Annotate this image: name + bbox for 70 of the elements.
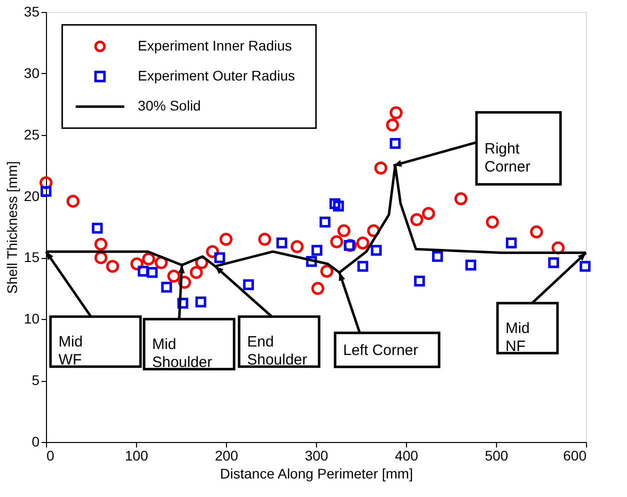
- point: [329, 198, 340, 210]
- legend-label: Experiment Outer Radius: [138, 68, 295, 84]
- annotation: Mid NF: [506, 320, 530, 356]
- x-tick-label: 300: [304, 448, 328, 464]
- point: [330, 235, 344, 248]
- point: [276, 238, 288, 248]
- y-tick-label: 20: [24, 188, 40, 204]
- y-tick-label: 15: [24, 249, 40, 266]
- point: [356, 236, 370, 250]
- point: [40, 186, 52, 197]
- point: [530, 225, 543, 238]
- point: [580, 260, 591, 272]
- annotation: Right Corner: [484, 140, 530, 176]
- point: [138, 266, 149, 277]
- point: [190, 266, 203, 279]
- point: [333, 200, 344, 212]
- annotation: Mid WF: [58, 334, 83, 369]
- point: [220, 232, 232, 246]
- point: [161, 282, 172, 293]
- point: [486, 216, 499, 229]
- point: [386, 118, 399, 132]
- point: [243, 279, 254, 290]
- point: [548, 257, 560, 268]
- annotation: Left Corner: [343, 342, 418, 359]
- point: [374, 162, 388, 175]
- point: [390, 138, 401, 149]
- point: [92, 222, 103, 234]
- x-tick-label: 600: [563, 448, 587, 464]
- y-tick-label: 5: [32, 372, 40, 388]
- point: [106, 260, 120, 273]
- point: [410, 213, 424, 226]
- x-tick-label: 400: [394, 448, 418, 464]
- point: [167, 270, 180, 283]
- point: [290, 240, 304, 254]
- y-tick-label: 0: [32, 434, 40, 450]
- point: [390, 106, 403, 120]
- point: [142, 252, 156, 266]
- x-tick-label: 0: [46, 448, 54, 464]
- y-tick-label: 10: [24, 310, 40, 327]
- point: [320, 264, 334, 278]
- y-tick-label: 30: [24, 64, 40, 81]
- point: [454, 192, 468, 206]
- annotation: End Shoulder: [247, 334, 308, 369]
- x-axis-title: Distance Along Perimeter [mm]: [220, 466, 413, 482]
- x-tick-label: 200: [214, 448, 238, 464]
- annotation: Mid Shoulder: [152, 336, 212, 372]
- point: [432, 251, 443, 262]
- x-tick-label: 100: [124, 448, 148, 464]
- point: [506, 238, 517, 248]
- y-tick-label: 25: [24, 126, 40, 142]
- point: [258, 232, 272, 246]
- legend-label: Experiment Inner Radius: [138, 37, 292, 54]
- point: [422, 207, 435, 220]
- y-axis-title: Shell Thickness [mm]: [4, 161, 20, 294]
- point: [195, 296, 206, 308]
- point: [94, 238, 108, 251]
- point: [414, 276, 425, 286]
- point: [146, 267, 158, 278]
- point: [311, 244, 322, 256]
- x-tick-label: 500: [484, 448, 508, 464]
- point: [337, 224, 350, 238]
- legend-label: 30% Solid: [138, 98, 201, 114]
- point: [214, 252, 226, 264]
- y-tick-label: 35: [24, 4, 40, 20]
- point: [357, 260, 368, 272]
- point: [370, 244, 382, 256]
- point: [320, 216, 330, 228]
- point: [465, 260, 476, 271]
- point: [311, 282, 324, 295]
- point: [66, 194, 80, 208]
